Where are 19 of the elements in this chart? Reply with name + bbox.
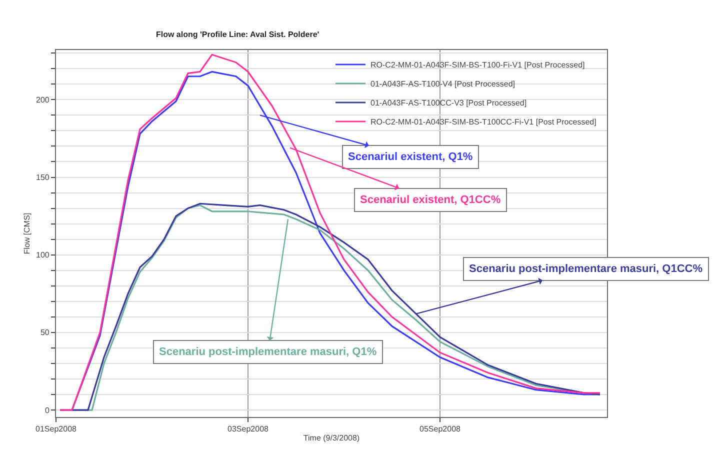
x-tick-label: 05Sep2008 [420, 424, 462, 434]
chart-title: Flow along 'Profile Line: Aval Sist. Poldere' [156, 30, 320, 40]
annotation: Scenariu post-implementare masuri, Q1% [159, 346, 377, 358]
y-tick-label: 50 [40, 328, 50, 338]
annotation: Scenariu post-implementare masuri, Q1CC% [469, 263, 703, 275]
y-tick-label: 200 [36, 95, 50, 104]
y-tick-label: 100 [36, 250, 50, 260]
legend-label: RO-C2-MM-01-A043F-SIM-BS-T100-Fi-V1 [Post Processed] [370, 60, 585, 70]
legend-label: RO-C2-MM-01-A043F-SIM-BS-T100CC-Fi-V1 [Post Processed] [370, 118, 596, 127]
y-tick-label: 0 [44, 406, 50, 415]
x-axis-title: Time (9/3/2008) [303, 434, 360, 443]
legend-label: 01-A043F-AS-T100CC-V3 [Post Processed] [370, 98, 527, 108]
annotation: Scenariul existent, Q1CC% [360, 194, 501, 206]
x-tick-label: 03Sep2008 [228, 424, 270, 434]
x-tick-label: 01Sep2008 [36, 424, 78, 434]
y-tick-label: 150 [36, 173, 50, 182]
annotation: Scenariul existent, Q1% [348, 151, 473, 163]
legend-label: 01-A043F-AS-T100-V4 [Post Processed] [370, 80, 516, 89]
y-axis-title: Flow [CMS] [22, 212, 32, 254]
